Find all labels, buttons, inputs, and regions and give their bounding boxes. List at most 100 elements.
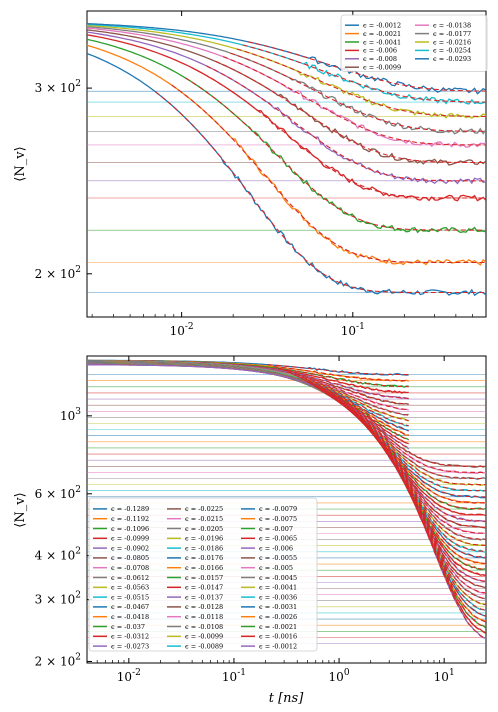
tick-label-x0: 10-2 — [117, 668, 141, 684]
fit-line — [223, 56, 486, 146]
legend-label: ϵ = -0.0031 — [259, 603, 297, 611]
legend-label: ϵ = -0.0312 — [111, 633, 149, 641]
legend-label: ϵ = -0.0026 — [259, 613, 297, 621]
tick-label-y4: 103 — [60, 407, 81, 423]
tick-label-x1: 10-1 — [222, 668, 246, 684]
fit-line — [290, 373, 409, 405]
chart-bottom-ticks: 10-2 10-1 100 101 2 × 102 3 × 102 4 × 102 6 × 1… — [35, 356, 477, 684]
fit-line — [278, 367, 409, 388]
legend-label: ϵ = -0.0205 — [185, 525, 223, 533]
fit-line — [313, 385, 409, 445]
legend-label: ϵ = -0.0021 — [259, 623, 297, 631]
legend-label: ϵ = -0.0021 — [363, 30, 401, 38]
fit-line — [206, 65, 486, 182]
legend-label: ϵ = -0.0225 — [185, 505, 223, 513]
chart-bottom-xlabel: t [ns] — [269, 691, 304, 706]
legend-label: ϵ = -0.0467 — [111, 603, 149, 611]
fit-line — [319, 389, 486, 473]
legend-label: ϵ = -0.0254 — [433, 47, 471, 55]
chart-bottom-frame — [86, 355, 487, 664]
chart-top-fits — [154, 41, 486, 294]
legend-label: ϵ = -0.0176 — [185, 554, 223, 562]
fit-line — [355, 412, 486, 640]
series-line — [87, 52, 486, 297]
fit-line — [215, 60, 486, 164]
legend-label: ϵ = -0.0075 — [259, 515, 297, 523]
fit-line — [308, 382, 409, 436]
legend-label: ϵ = -0.0708 — [111, 564, 149, 572]
legend-label: ϵ = -0.0612 — [111, 574, 149, 582]
legend-label: ϵ = -0.0118 — [185, 613, 223, 621]
legend-label: ϵ = -0.007 — [259, 525, 293, 533]
series-line — [87, 362, 486, 517]
legend-label: ϵ = -0.0079 — [259, 505, 297, 513]
legend-label: ϵ = -0.0999 — [111, 535, 149, 543]
fit-line — [287, 371, 409, 399]
chart-top-frame — [86, 10, 487, 318]
legend-label: ϵ = -0.1289 — [111, 505, 149, 513]
series-line — [87, 361, 486, 492]
fit-line — [300, 377, 409, 422]
legend-label: ϵ = -0.0273 — [111, 642, 149, 650]
legend-label: ϵ = -0.0065 — [259, 535, 297, 543]
tick-label-x3: 101 — [434, 668, 455, 684]
series-line — [87, 29, 486, 166]
chart-bottom-legend: ϵ = -0.1289 ϵ = -0.1192 ϵ = -0.1096 ϵ = -0.… — [88, 497, 318, 652]
fit-line — [236, 48, 486, 117]
series-line — [87, 23, 486, 95]
tick-label-x0: 10-2 — [170, 322, 194, 338]
tick-label-y1: 3 × 102 — [35, 79, 81, 95]
legend-label: ϵ = -0.0902 — [111, 544, 149, 552]
legend-label: ϵ = -0.0805 — [111, 554, 149, 562]
legend-label: ϵ = -0.0563 — [111, 584, 149, 592]
fit-line — [311, 383, 409, 441]
legend-label: ϵ = -0.008 — [363, 55, 397, 63]
legend-label: ϵ = -0.0515 — [111, 593, 149, 601]
legend-label: ϵ = -0.0157 — [185, 574, 223, 582]
legend-label: ϵ = -0.005 — [259, 564, 293, 572]
series-line — [87, 44, 486, 266]
series-line — [87, 361, 486, 499]
legend-label: ϵ = -0.0012 — [363, 22, 401, 30]
legend-label: ϵ = -0.0089 — [185, 642, 223, 650]
legend-box — [88, 497, 318, 652]
legend-label: ϵ = -0.1096 — [111, 525, 149, 533]
legend-label: ϵ = -0.0099 — [185, 633, 223, 641]
fit-line — [297, 376, 409, 416]
fit-line — [321, 390, 486, 480]
fit-line — [340, 402, 486, 559]
series-line — [87, 361, 486, 480]
legend-label: ϵ = -0.0036 — [259, 593, 297, 601]
legend-label: ϵ = -0.0137 — [185, 593, 223, 601]
series-line — [87, 361, 486, 504]
tick-label-x1: 10-1 — [341, 322, 365, 338]
fit-line — [346, 406, 486, 588]
legend-label: ϵ = -0.0293 — [433, 55, 471, 63]
tick-label-x2: 100 — [329, 668, 350, 684]
fit-line — [345, 406, 486, 582]
legend-label: ϵ = -0.0012 — [259, 642, 297, 650]
fit-line — [242, 44, 486, 103]
fit-line — [317, 387, 486, 467]
legend-label: ϵ = -0.0055 — [259, 554, 297, 562]
fit-line — [306, 380, 409, 432]
legend-label: ϵ = -0.0041 — [259, 584, 297, 592]
series-line — [87, 360, 409, 436]
series-line — [87, 34, 486, 202]
chart-top-ylabel: ⟨N_v⟩ — [13, 146, 28, 181]
legend-label: ϵ = -0.006 — [259, 544, 293, 552]
legend-label: ϵ = -0.006 — [363, 47, 397, 55]
fit-line — [315, 386, 409, 449]
chart-top: 10-2 10-1 2 × 102 3 × 102 ⟨N_v⟩ ϵ = -0.0012… — [13, 10, 488, 338]
chart-top-ticks: 10-2 10-1 2 × 102 3 × 102 — [35, 11, 473, 338]
series-line — [87, 27, 486, 148]
fit-line — [196, 69, 486, 199]
legend-label: ϵ = -0.0215 — [185, 515, 223, 523]
fit-line — [303, 379, 409, 427]
legend-label: ϵ = -0.0166 — [185, 564, 223, 572]
legend-label: ϵ = -0.0041 — [363, 38, 401, 46]
legend-label: ϵ = -0.0138 — [433, 22, 471, 30]
fit-line — [171, 84, 486, 264]
series-line — [87, 23, 486, 105]
